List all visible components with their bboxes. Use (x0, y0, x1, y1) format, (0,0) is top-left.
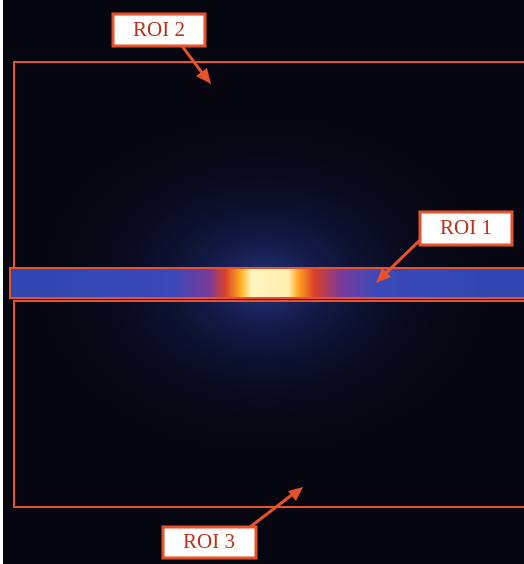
label-text: ROI 3 (183, 529, 235, 553)
label-roi-2: ROI 2 (113, 14, 205, 46)
page: ROI 2 ROI 1 ROI 3 (() => { const data = … (0, 0, 524, 564)
label-roi-1: ROI 1 (420, 212, 512, 245)
roi-figure: ROI 2 ROI 1 ROI 3 (0, 0, 524, 564)
label-text: ROI 1 (440, 215, 492, 239)
label-roi-3: ROI 3 (163, 527, 256, 558)
roi-1-band (10, 268, 524, 298)
label-text: ROI 2 (133, 17, 185, 41)
